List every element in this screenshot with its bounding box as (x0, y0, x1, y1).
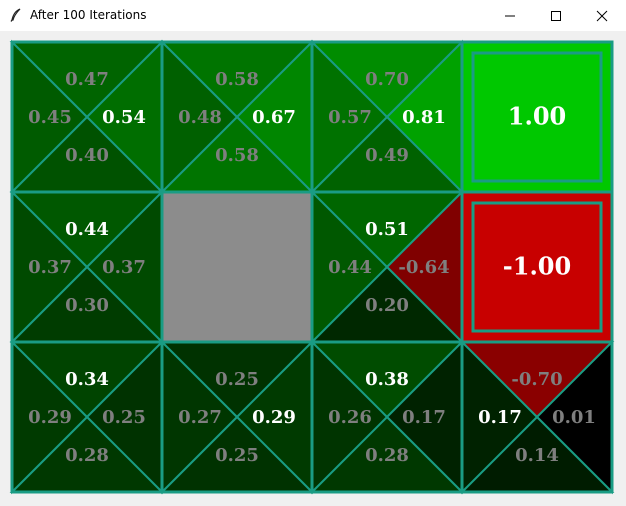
cell-r2c3-right-qvalue: 0.01 (552, 407, 596, 428)
cell-r0c2-left-qvalue: 0.57 (328, 107, 372, 128)
cell-r0c1-right-qvalue: 0.67 (252, 107, 296, 128)
canvas-area: 0.47 0.54 0.40 0.45 0.58 0.67 0.58 0.48 0.70 0.81… (0, 31, 626, 506)
cell-r2c0-right-qvalue: 0.25 (102, 407, 146, 428)
cell-r2c0-up-qvalue: 0.34 (65, 369, 109, 390)
cell-r1c2-down-qvalue: 0.20 (365, 295, 409, 316)
cell-r0c1-left-qvalue: 0.48 (178, 107, 222, 128)
maximize-icon (551, 10, 561, 21)
cell-r2c3-left-qvalue: 0.17 (478, 407, 522, 428)
cell-r1c2-up-qvalue: 0.51 (365, 219, 409, 240)
cell-r2c1-down-qvalue: 0.25 (215, 445, 259, 466)
cell-r1c0-down-qvalue: 0.30 (65, 295, 109, 316)
cell-r2c0-down-qvalue: 0.28 (65, 445, 109, 466)
cell-r2c0-left-qvalue: 0.29 (28, 407, 72, 428)
maximize-button[interactable] (533, 0, 579, 31)
cell-r1c2-right-qvalue: -0.64 (398, 257, 449, 278)
cell-r2c1-up-qvalue: 0.25 (215, 369, 259, 390)
cell-r0c0-right-qvalue: 0.54 (102, 107, 146, 128)
cell-r2c1-left-qvalue: 0.27 (178, 407, 222, 428)
cell-r1c2-left-qvalue: 0.44 (328, 257, 372, 278)
minimize-button[interactable] (487, 0, 533, 31)
gridworld-canvas: 0.47 0.54 0.40 0.45 0.58 0.67 0.58 0.48 0.70 0.81… (9, 39, 615, 495)
window-title: After 100 Iterations (30, 8, 147, 22)
cell-r2c3-down-qvalue: 0.14 (515, 445, 559, 466)
cell-r1c3-terminal-value: -1.00 (503, 252, 571, 281)
feather-icon (10, 8, 21, 22)
cell-r0c0-up-qvalue: 0.47 (65, 69, 109, 90)
cell-r0c3-terminal-inner-border (471, 51, 603, 183)
cell-r0c2-down-qvalue: 0.49 (365, 145, 409, 166)
cell-r2c2-right-qvalue: 0.17 (402, 407, 446, 428)
cell-r0c1-up-qvalue: 0.58 (215, 69, 259, 90)
title-bar: After 100 Iterations (0, 0, 626, 31)
cell-r1c0-up-qvalue: 0.44 (65, 219, 109, 240)
cell-r1c1-wall (160, 190, 314, 344)
cell-r2c2-left-qvalue: 0.26 (328, 407, 372, 428)
cell-r1c0-left-qvalue: 0.37 (28, 257, 72, 278)
cell-r0c0-down-qvalue: 0.40 (65, 145, 109, 166)
close-button[interactable] (579, 0, 625, 31)
cell-r0c1-down-qvalue: 0.58 (215, 145, 259, 166)
cell-r1c0-right-qvalue: 0.37 (102, 257, 146, 278)
minimize-icon (505, 15, 515, 16)
cell-r1c3-terminal-inner-border (471, 201, 603, 333)
cell-r2c1-right-qvalue: 0.29 (252, 407, 296, 428)
cell-r0c0-left-qvalue: 0.45 (28, 107, 72, 128)
cell-r2c2-up-qvalue: 0.38 (365, 369, 409, 390)
cell-r2c2-down-qvalue: 0.28 (365, 445, 409, 466)
cell-r2c3-up-qvalue: -0.70 (511, 369, 562, 390)
close-icon (596, 10, 608, 21)
cell-r0c3-terminal-value: 1.00 (508, 102, 566, 131)
cell-r0c2-up-qvalue: 0.70 (365, 69, 409, 90)
cell-r0c2-right-qvalue: 0.81 (402, 107, 446, 128)
